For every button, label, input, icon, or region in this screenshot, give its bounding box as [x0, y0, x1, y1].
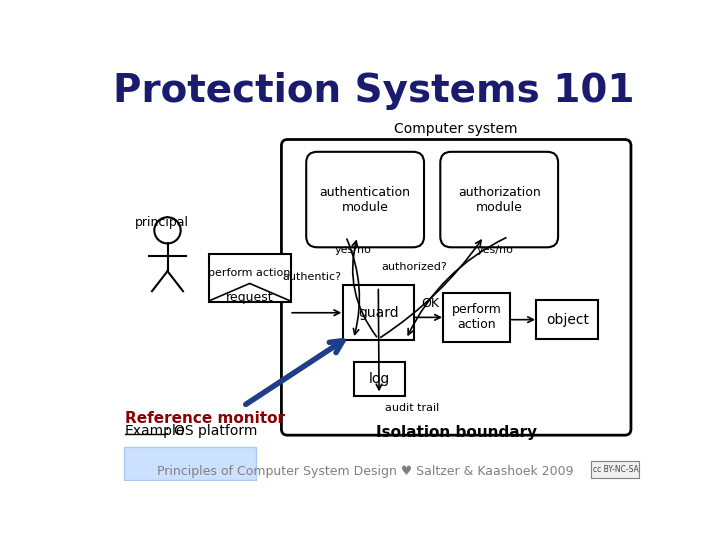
FancyBboxPatch shape: [354, 362, 405, 396]
FancyBboxPatch shape: [209, 254, 291, 302]
Text: request: request: [226, 291, 274, 303]
Text: Example: Example: [125, 423, 185, 437]
Text: Reference monitor: Reference monitor: [125, 411, 285, 426]
Text: principal: principal: [135, 215, 189, 229]
Text: Isolation boundary: Isolation boundary: [376, 426, 536, 440]
FancyBboxPatch shape: [441, 152, 558, 247]
Text: Protection Systems 101: Protection Systems 101: [113, 72, 635, 111]
Text: cc BY-NC-SA: cc BY-NC-SA: [593, 465, 639, 474]
Text: object: object: [546, 313, 589, 327]
Text: log: log: [369, 372, 390, 386]
FancyBboxPatch shape: [343, 285, 414, 340]
Text: perform
action: perform action: [451, 303, 502, 332]
Text: yes/no: yes/no: [335, 245, 372, 254]
Text: authorized?: authorized?: [382, 261, 447, 272]
Text: authentic?: authentic?: [282, 272, 341, 282]
Circle shape: [154, 217, 181, 244]
Text: perform action: perform action: [209, 268, 291, 278]
Text: yes/no: yes/no: [477, 245, 514, 254]
Text: Computer system: Computer system: [395, 122, 518, 136]
FancyBboxPatch shape: [124, 448, 256, 480]
Text: OK: OK: [422, 298, 440, 310]
Text: Principles of Computer System Design ♥ Saltzer & Kaashoek 2009: Principles of Computer System Design ♥ S…: [157, 464, 573, 477]
Text: : OS platform: : OS platform: [165, 423, 258, 437]
Text: authorization
module: authorization module: [458, 186, 541, 213]
FancyBboxPatch shape: [536, 300, 598, 339]
FancyBboxPatch shape: [282, 139, 631, 435]
FancyBboxPatch shape: [591, 461, 639, 478]
Text: guard: guard: [358, 306, 399, 320]
Text: audit trail: audit trail: [385, 403, 439, 413]
FancyBboxPatch shape: [306, 152, 424, 247]
Text: authentication
module: authentication module: [320, 186, 410, 213]
FancyBboxPatch shape: [444, 293, 510, 342]
